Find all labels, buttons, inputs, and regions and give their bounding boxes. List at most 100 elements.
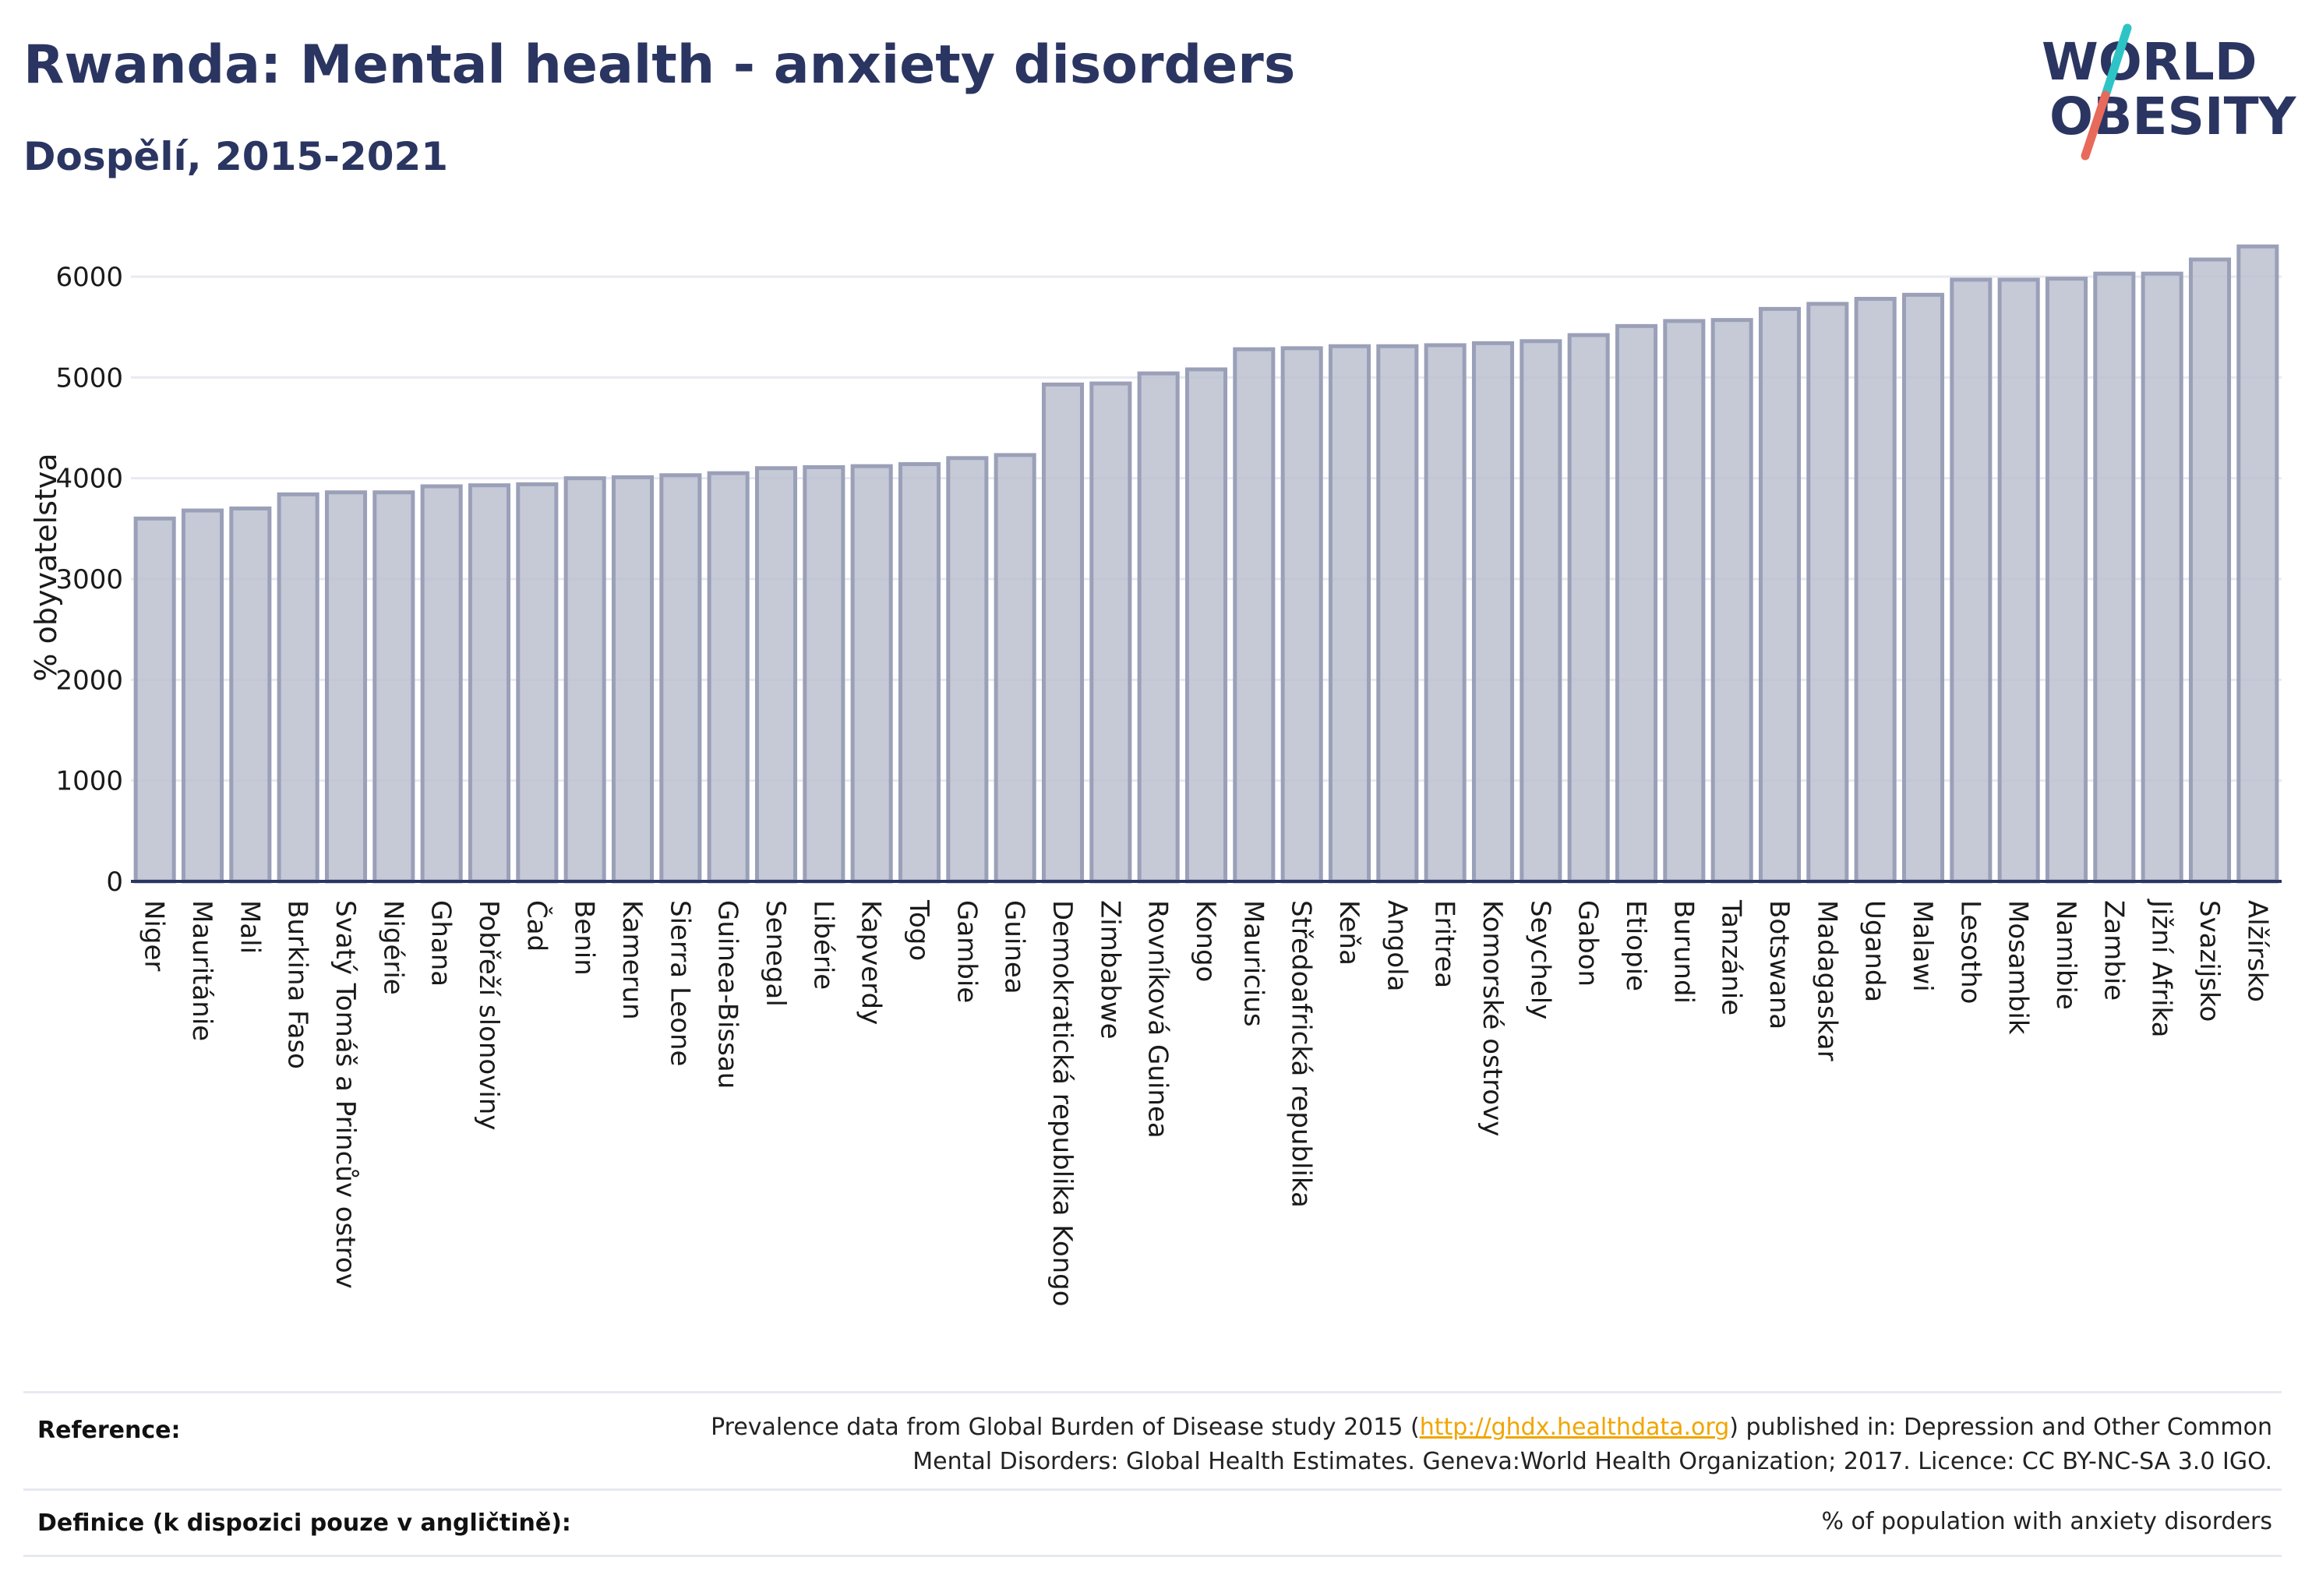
y-tick-label: 2000 [55, 665, 123, 696]
x-tick-label: Svatý Tomáš a Princův ostrov [330, 900, 361, 1289]
bar-4[interactable] [324, 490, 368, 884]
bar-38[interactable] [1950, 277, 1993, 884]
y-tick-label: 4000 [55, 464, 123, 495]
bar-44[interactable] [2236, 244, 2279, 884]
bar-16[interactable] [898, 462, 941, 884]
bar-39[interactable] [1997, 277, 2040, 884]
world-obesity-logo: WORLD OBESITY [2042, 23, 2297, 161]
x-tick-label: Guinea-Bissau [712, 900, 743, 1089]
bar-17[interactable] [946, 456, 989, 884]
bar-29[interactable] [1520, 339, 1562, 884]
x-tick-label: Středoafrická republika [1286, 900, 1317, 1208]
bar-18[interactable] [994, 453, 1036, 884]
bar-36[interactable] [1854, 296, 1897, 884]
bar-20[interactable] [1089, 381, 1132, 884]
bar-chart: 0 1000 2000 3000 4000 5000 6000 Niger Mauritáni… [29, 244, 2282, 1307]
bar-31[interactable] [1615, 323, 1658, 884]
bar-19[interactable] [1041, 382, 1085, 884]
y-axis-ticks: 0 1000 2000 3000 4000 5000 6000 [55, 262, 123, 898]
definition-row: Definice (k dispozici pouze v angličtině… [23, 1488, 2282, 1557]
definition-text: % of population with anxiety disorders [1821, 1508, 2272, 1535]
bar-41[interactable] [2093, 271, 2136, 884]
bar-13[interactable] [754, 466, 798, 884]
bar-43[interactable] [2188, 257, 2232, 884]
x-tick-label: Mauricius [1237, 900, 1269, 1027]
bar-12[interactable] [707, 471, 750, 884]
footer: Reference: Prevalence data from Global B… [23, 1391, 2282, 1559]
logo-slash-bottom [2081, 90, 2110, 161]
bar-14[interactable] [803, 464, 845, 884]
bars [133, 244, 2279, 884]
bar-9[interactable] [563, 476, 606, 884]
y-tick-label: 5000 [55, 362, 123, 394]
reference-link[interactable]: http://ghdx.healthdata.org [1419, 1414, 1730, 1441]
bar-26[interactable] [1376, 344, 1419, 884]
bar-34[interactable] [1758, 306, 1802, 884]
reference-text-part2: ) published in: Depression and Other Com… [1729, 1414, 2272, 1441]
reference-label: Reference: [37, 1417, 181, 1444]
x-tick-label: Seychely [1524, 900, 1555, 1019]
x-tick-label: Gambie [951, 900, 982, 1003]
bar-30[interactable] [1567, 333, 1610, 884]
bar-21[interactable] [1137, 371, 1180, 884]
bar-2[interactable] [229, 506, 272, 884]
bar-1[interactable] [181, 508, 224, 884]
bar-35[interactable] [1806, 302, 1849, 884]
x-tick-label: Keňa [1333, 900, 1364, 966]
x-tick-label: Kongo [1190, 900, 1221, 982]
x-tick-label: Guinea [999, 900, 1030, 994]
x-tick-label: Čad [521, 900, 552, 952]
x-tick-label: Madagaskar [1811, 900, 1842, 1061]
x-tick-label: Benin [569, 900, 600, 976]
x-tick-label: Nigérie [377, 900, 408, 995]
x-tick-label: Lesotho [1954, 900, 1986, 1004]
chart-title: Rwanda: Mental health - anxiety disorder… [23, 34, 1296, 96]
x-tick-label: Burundi [1668, 900, 1699, 1004]
x-tick-label: Zambie [2098, 900, 2129, 1001]
x-tick-label: Ghana [425, 900, 457, 987]
x-tick-label: Mali [234, 900, 265, 954]
reference-text: Prevalence data from Global Burden of Di… [711, 1411, 2272, 1479]
bar-24[interactable] [1280, 346, 1323, 884]
bar-3[interactable] [277, 492, 319, 884]
bar-25[interactable] [1328, 344, 1371, 884]
bar-40[interactable] [2045, 277, 2088, 884]
x-tick-label: Mauritánie [186, 900, 217, 1041]
bar-23[interactable] [1233, 347, 1276, 884]
bar-27[interactable] [1424, 343, 1467, 884]
x-tick-label: Niger [139, 900, 170, 971]
x-tick-label: Uganda [1859, 900, 1890, 1002]
bar-0[interactable] [133, 516, 176, 884]
x-tick-label: Demokratická republika Kongo [1047, 900, 1078, 1307]
x-tick-label: Togo [903, 899, 934, 961]
x-tick-label: Botswana [1763, 900, 1795, 1029]
reference-row: Reference: Prevalence data from Global B… [23, 1391, 2282, 1488]
bar-5[interactable] [372, 490, 415, 884]
x-tick-label: Alžírsko [2241, 900, 2272, 1002]
bar-22[interactable] [1184, 367, 1228, 884]
x-tick-label: Tanzánie [1716, 899, 1747, 1015]
bar-42[interactable] [2141, 271, 2183, 884]
x-tick-label: Zimbabwe [1094, 900, 1125, 1040]
x-tick-label: Rovníková Guinea [1142, 900, 1174, 1139]
bar-37[interactable] [1901, 292, 1945, 884]
x-tick-label: Etiopie [1620, 900, 1651, 991]
bar-15[interactable] [850, 464, 893, 884]
chart-subtitle: Dospělí, 2015-2021 [23, 134, 449, 179]
bar-8[interactable] [516, 482, 559, 884]
bar-33[interactable] [1710, 318, 1753, 884]
definition-label: Definice (k dispozici pouze v angličtině… [37, 1509, 571, 1537]
x-axis-labels: Niger Mauritánie Mali Burkina Faso Svatý Tom… [139, 899, 2273, 1307]
x-tick-label: Sierra Leone [664, 900, 695, 1066]
reference-text-part3: Mental Disorders: Global Health Estimate… [912, 1448, 2272, 1475]
bar-11[interactable] [659, 473, 702, 884]
x-tick-label: Malawi [1907, 900, 1938, 992]
y-tick-label: 1000 [55, 766, 123, 797]
bar-10[interactable] [611, 475, 655, 884]
bar-6[interactable] [420, 484, 463, 884]
bar-32[interactable] [1663, 319, 1706, 884]
bar-28[interactable] [1471, 341, 1515, 884]
bar-7[interactable] [468, 483, 511, 884]
x-tick-label: Pobřeží slonoviny [473, 900, 504, 1130]
x-tick-label: Komorské ostrovy [1477, 900, 1508, 1136]
